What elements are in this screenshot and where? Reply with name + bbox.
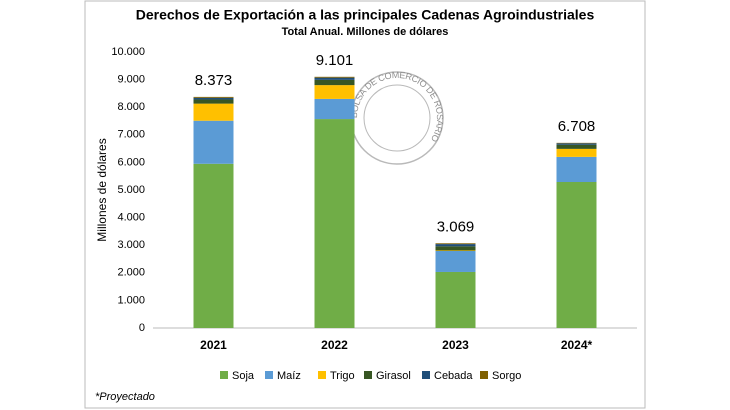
bar-segment [435,246,476,251]
legend-label: Sorgo [492,370,521,382]
y-tick-label: 4.000 [117,212,145,224]
y-tick-label: 6.000 [117,156,145,168]
y-tick-label: 1.000 [117,294,145,306]
bar-segment [435,243,476,245]
y-tick-label: 5.000 [117,184,145,196]
total-label: 6.708 [558,118,596,135]
legend-label: Soja [232,370,255,382]
legend-label: Maíz [277,370,301,382]
y-tick-label: 2.000 [117,267,145,279]
y-tick-label: 9.000 [117,74,145,86]
legend-swatch [480,371,488,379]
legend-swatch [220,371,228,379]
chart-frame [84,0,646,409]
legend-label: Trigo [330,370,355,382]
y-tick-label: 0 [139,322,145,334]
x-tick-label: 2021 [200,338,227,352]
total-label: 3.069 [437,218,475,235]
bar-segment [556,181,597,328]
legend-label: Cebada [434,370,473,382]
bar-segment [193,163,234,328]
y-tick-label: 10.000 [111,46,145,58]
bar-segment [435,244,476,247]
legend-swatch [422,371,430,379]
bar-segment [314,119,355,329]
bar-segment [193,97,234,100]
legend-label: Girasol [376,370,411,382]
bar-segment [556,148,597,157]
legend-swatch [318,371,326,379]
bar-segment [193,99,234,104]
total-label: 8.373 [195,72,233,89]
bar-segment [314,77,355,80]
legend-swatch [265,371,273,379]
bar-segment [314,98,355,120]
x-tick-label: 2023 [442,338,469,352]
y-tick-label: 3.000 [117,239,145,251]
bar-segment [314,85,355,99]
chart-title: Derechos de Exportación a las principale… [136,7,595,23]
x-tick-label: 2024* [561,338,593,352]
x-tick-label: 2022 [321,338,348,352]
bar-segment [435,271,476,328]
y-tick-label: 8.000 [117,101,145,113]
bar-segment [435,250,476,272]
bar-segment [556,144,597,149]
total-label: 9.101 [316,52,354,69]
bar-segment [314,76,355,78]
bar-segment [193,96,234,98]
footnote: *Proyectado [95,391,155,403]
y-tick-label: 7.000 [117,129,145,141]
bar-segment [556,143,597,145]
bar-segment [435,250,476,251]
legend-swatch [364,371,372,379]
bar-segment [193,120,234,164]
bar-segment [193,103,234,121]
seal-inner [363,84,431,152]
y-axis-label: Millones de dólares [95,138,109,241]
bar-segment [314,79,355,86]
chart-subtitle: Total Anual. Millones de dólares [282,26,449,38]
bar-segment [556,156,597,182]
